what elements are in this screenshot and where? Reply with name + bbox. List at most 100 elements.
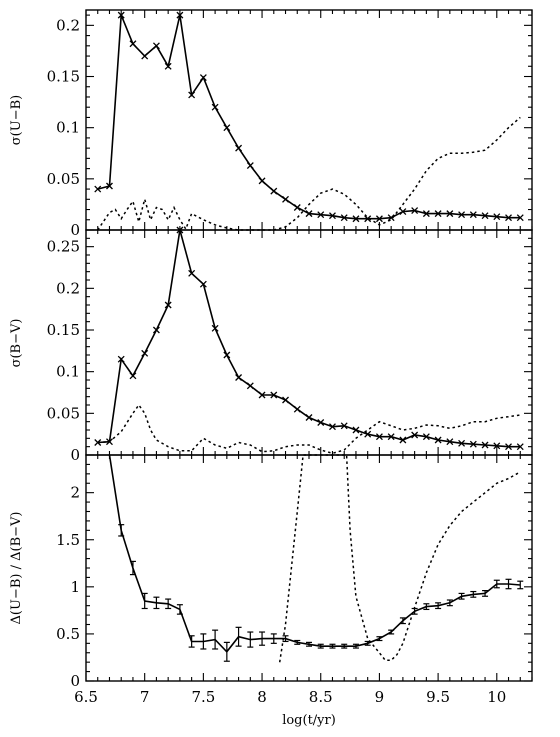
marker-stroke: [375, 215, 383, 223]
marker-stroke: [411, 207, 419, 215]
marker-stroke: [305, 210, 313, 218]
marker-stroke: [199, 74, 207, 81]
middle-series-0-point: [317, 419, 325, 426]
marker-stroke: [164, 62, 172, 70]
top-series-0-point: [375, 215, 383, 223]
panel-bottom-series: [108, 454, 524, 663]
top-series-0-point: [352, 215, 360, 223]
bottom-series-0-errorbar: [176, 604, 183, 615]
marker-stroke: [364, 430, 372, 438]
y-tick-label: 0.1: [56, 119, 80, 137]
marker-stroke: [469, 440, 477, 448]
middle-series-0-point: [176, 226, 184, 234]
marker-stroke: [141, 349, 149, 357]
y-tick-label: 0.1: [56, 363, 80, 381]
middle-series-0-point: [469, 440, 477, 448]
bottom-series-0-errorbar: [270, 633, 277, 644]
bottom-series-0-errorbar: [423, 603, 430, 611]
top-series-0-point: [305, 210, 313, 218]
marker-stroke: [258, 391, 266, 399]
marker-stroke: [516, 214, 524, 222]
y-tick-label: 0.05: [47, 170, 80, 188]
middle-series-0-point: [141, 349, 149, 357]
top-series-0-point: [458, 211, 466, 219]
top-series-0-point: [481, 212, 489, 220]
middle-series-0-point: [505, 443, 512, 451]
marker-stroke: [516, 443, 524, 451]
top-series-0-line: [97, 14, 521, 220]
top-series-0-point: [422, 210, 430, 218]
marker-stroke: [352, 215, 360, 223]
panel-top-frame: [85, 9, 533, 231]
middle-series-0-point: [117, 355, 125, 363]
top-series-0-point: [106, 182, 113, 190]
marker-stroke: [305, 414, 313, 421]
x-tick-label: 8: [257, 688, 267, 706]
bottom-series-0-errorbar: [259, 631, 266, 646]
bottom-series-0-errorbar: [212, 629, 219, 650]
bottom-series-0-line: [108, 454, 521, 654]
top-series-0-point: [164, 62, 172, 70]
top-series-0-point: [493, 213, 501, 221]
top-series-0-point: [141, 52, 149, 60]
middle-series-0-point: [293, 405, 301, 413]
top-series-0-point: [411, 207, 419, 215]
middle-series-0-point: [422, 433, 430, 441]
top-series-0-point: [235, 144, 243, 152]
y-tick-label: 0.5: [56, 625, 80, 643]
y-tick-label: 1: [70, 578, 80, 596]
top-series-0-point: [399, 208, 407, 216]
bottom-series-0-errorbar: [294, 639, 301, 645]
top-series-0-point: [516, 214, 524, 222]
middle-series-1-line: [97, 403, 521, 455]
y-tick-label: 0.15: [47, 68, 80, 86]
marker-stroke: [235, 144, 243, 152]
bottom-series-0-errorbar: [435, 602, 442, 610]
marker-stroke: [399, 436, 407, 444]
marker-stroke: [117, 355, 125, 363]
bottom-series-0-errorbar: [399, 617, 406, 625]
marker-stroke: [270, 187, 278, 195]
bottom-series-0-errorbar: [505, 578, 512, 590]
marker-stroke: [493, 442, 501, 450]
panel-middle: 0 0.05 0.1 0.15 0.2 0.25 σ(B−V): [9, 226, 533, 464]
marker-stroke: [375, 433, 383, 441]
marker-stroke: [422, 433, 430, 441]
marker-stroke: [352, 426, 360, 434]
marker-stroke: [235, 374, 243, 381]
x-tick-label: 10: [487, 688, 506, 706]
panel-top: 0 0.05 0.1 0.15 0.2 σ(U−B): [9, 9, 533, 239]
panel-top-series: [94, 11, 524, 231]
middle-series-0-point: [481, 441, 489, 449]
top-series-0-point: [340, 214, 348, 222]
middle-series-0-point: [446, 438, 454, 446]
top-series-0-point: [282, 195, 289, 203]
marker-stroke: [141, 52, 149, 60]
y-tick-label: 0.25: [47, 238, 80, 256]
marker-stroke: [411, 431, 419, 439]
marker-stroke: [211, 103, 219, 111]
middle-series-0-point: [352, 426, 360, 434]
bottom-series-0-errorbar: [470, 590, 477, 598]
middle-series-0-point: [152, 326, 160, 334]
bottom-series-0-errorbar: [165, 598, 172, 610]
middle-series-0-point: [458, 439, 466, 447]
x-tick-label: 9: [375, 688, 385, 706]
top-series-0-point: [176, 11, 184, 19]
bottom-series-0-errorbar: [153, 596, 160, 610]
bottom-series-0-errorbar: [493, 579, 500, 589]
marker-stroke: [129, 40, 137, 48]
marker-stroke: [329, 423, 336, 431]
bottom-series-0-errorbar: [118, 524, 125, 537]
marker-stroke: [199, 280, 207, 288]
bottom-series-0-errorbar: [223, 641, 230, 662]
panel-middle-series: [94, 226, 524, 455]
marker-stroke: [152, 326, 160, 334]
middle-series-0-line: [97, 229, 521, 448]
top-series-0-point: [270, 187, 278, 195]
bottom-series-0-errorbar: [317, 643, 324, 649]
middle-series-0-point: [493, 442, 501, 450]
marker-stroke: [270, 391, 278, 399]
y-tick-label: 0: [70, 221, 80, 239]
